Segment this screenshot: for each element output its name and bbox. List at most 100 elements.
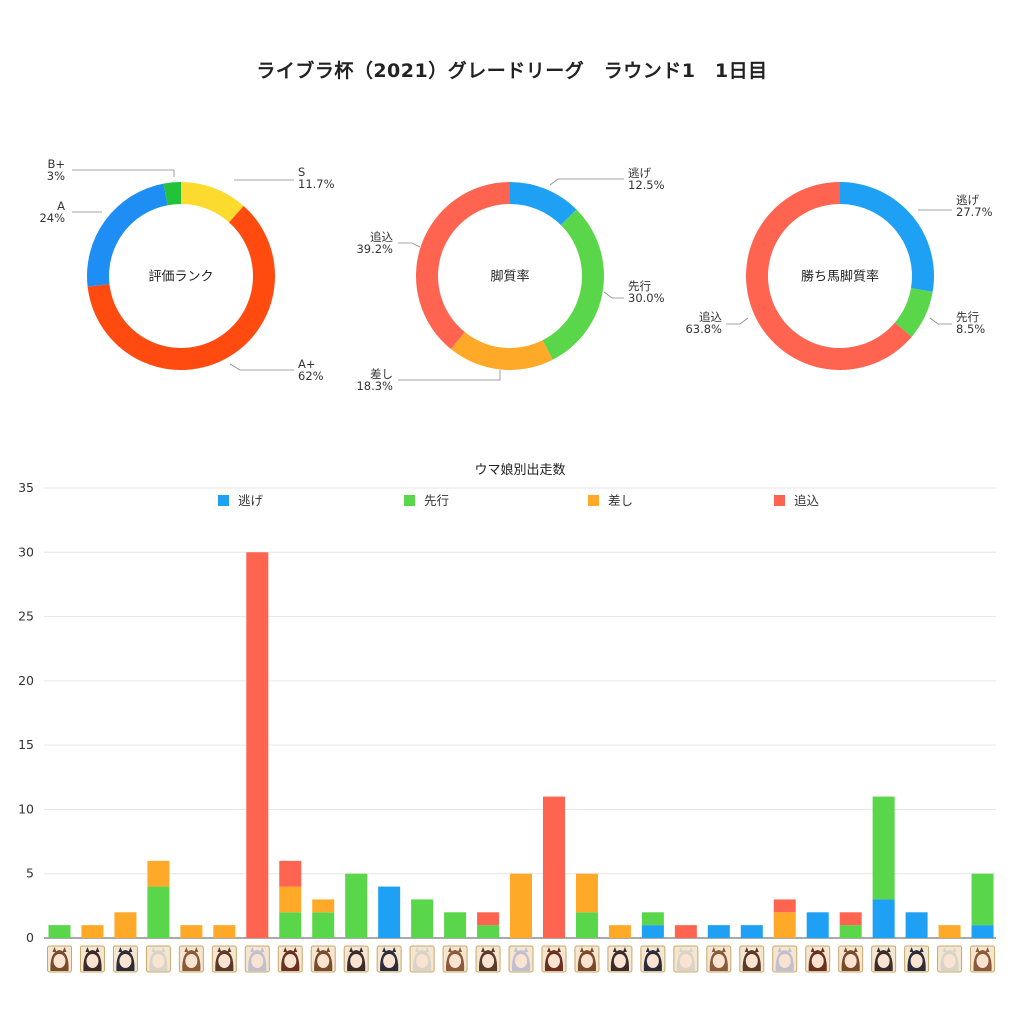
legend-swatch[interactable] [218, 495, 229, 506]
bar-segment[interactable] [872, 899, 895, 938]
slice-label: 差し [370, 367, 393, 381]
legend-swatch[interactable] [404, 495, 415, 506]
bar-segment[interactable] [477, 912, 500, 926]
donut-center-label: 勝ち馬脚質率 [801, 269, 879, 285]
bar-segment[interactable] [48, 925, 71, 938]
y-tick-label: 25 [18, 609, 34, 624]
slice-label: A+ [298, 357, 316, 371]
character-avatar [970, 945, 996, 973]
donut-charts: S11.7%A+62%A24%B+3%評価ランク逃げ12.5%先行30.0%差し… [39, 157, 992, 393]
character-avatar [937, 945, 963, 973]
donut-center-label: 脚質率 [490, 269, 529, 285]
leader-line [549, 178, 624, 186]
character-avatar [838, 945, 864, 973]
bar-segment[interactable] [312, 912, 335, 938]
bar-segment[interactable] [378, 886, 401, 938]
legend-label: 差し [608, 493, 633, 508]
character-avatar [442, 945, 468, 973]
legend-label: 逃げ [238, 493, 264, 508]
bar-segment[interactable] [114, 912, 137, 938]
character-avatar [244, 945, 270, 973]
donut-slice[interactable] [894, 288, 933, 337]
character-avatar [673, 945, 699, 973]
slice-label: A [57, 199, 65, 213]
bar-segment[interactable] [773, 912, 796, 938]
bar-segment[interactable] [279, 886, 302, 913]
bar-segment[interactable] [279, 912, 302, 938]
character-avatar [574, 945, 600, 973]
donut-slice[interactable] [840, 182, 934, 292]
bar-segment[interactable] [608, 925, 631, 938]
bar-segment[interactable] [147, 886, 170, 938]
bar-segment[interactable] [312, 899, 335, 913]
y-tick-label: 0 [26, 930, 34, 945]
bar-segment[interactable] [279, 860, 302, 887]
donut-slice[interactable] [510, 182, 577, 226]
bar-segment[interactable] [575, 912, 598, 938]
slice-label: B+ [47, 157, 65, 171]
slice-value-label: 63.8% [685, 322, 722, 336]
character-avatar [508, 945, 534, 973]
character-avatar [47, 945, 72, 973]
slice-value-label: 62% [298, 369, 324, 383]
bar-segment[interactable] [938, 925, 961, 938]
bar-segment[interactable] [773, 899, 796, 913]
character-avatar [805, 945, 831, 973]
bar-segment[interactable] [971, 873, 994, 926]
donut-slice[interactable] [542, 209, 604, 360]
donut-slice[interactable] [87, 183, 168, 287]
slice-value-label: 18.3% [356, 379, 393, 393]
leader-line [726, 317, 749, 325]
donut-slice[interactable] [87, 205, 276, 370]
character-avatar [112, 945, 138, 973]
slice-value-label: 27.7% [956, 205, 993, 219]
legend-label: 追込 [794, 493, 820, 508]
character-avatar [211, 945, 237, 973]
character-avatar [310, 945, 336, 973]
bar-segment[interactable] [740, 925, 763, 938]
character-avatar [409, 945, 435, 973]
character-avatar [706, 945, 732, 973]
bar-segment[interactable] [81, 925, 104, 938]
donut-slice[interactable] [163, 182, 181, 206]
bar-segment[interactable] [839, 925, 862, 938]
donut-slice[interactable] [450, 332, 553, 370]
bar-segment[interactable] [147, 860, 170, 887]
slice-value-label: 39.2% [356, 242, 393, 256]
legend-swatch[interactable] [588, 495, 599, 506]
donut-slice[interactable] [746, 182, 912, 371]
character-avatar [904, 945, 930, 973]
y-tick-label: 10 [18, 801, 34, 816]
bar-segment[interactable] [641, 912, 664, 926]
donut-slice[interactable] [416, 182, 510, 350]
donut-center-label: 評価ランク [148, 270, 213, 285]
leader-line [929, 317, 952, 325]
bar-segment[interactable] [213, 925, 236, 938]
legend-swatch[interactable] [774, 495, 785, 506]
legend-label: 先行 [424, 493, 449, 508]
character-avatar [145, 945, 171, 973]
bar-segment[interactable] [444, 912, 467, 938]
bar-segment[interactable] [477, 925, 500, 938]
bar-segment[interactable] [674, 925, 697, 938]
character-avatar [607, 945, 633, 973]
bar-segment[interactable] [575, 873, 598, 913]
bar-segment[interactable] [971, 925, 994, 938]
donut-slice[interactable] [181, 182, 244, 223]
bar-segment[interactable] [542, 796, 565, 938]
bar-segment[interactable] [905, 912, 928, 938]
bar-segment[interactable] [246, 552, 269, 938]
bar-segment[interactable] [872, 796, 895, 900]
bar-segment[interactable] [345, 873, 368, 938]
slice-value-label: 24% [39, 211, 65, 225]
bar-segment[interactable] [641, 925, 664, 938]
bar-segment[interactable] [839, 912, 862, 926]
bar-chart: ウマ娘別出走数 0 5 10 15 20 25 30 35 逃げ 先行 差し 追込 [18, 463, 996, 973]
bar-segment[interactable] [707, 925, 730, 938]
bar-segment[interactable] [806, 912, 829, 938]
bar-segment[interactable] [180, 925, 203, 938]
bar-segment[interactable] [510, 873, 533, 938]
bar-segment[interactable] [411, 899, 434, 938]
